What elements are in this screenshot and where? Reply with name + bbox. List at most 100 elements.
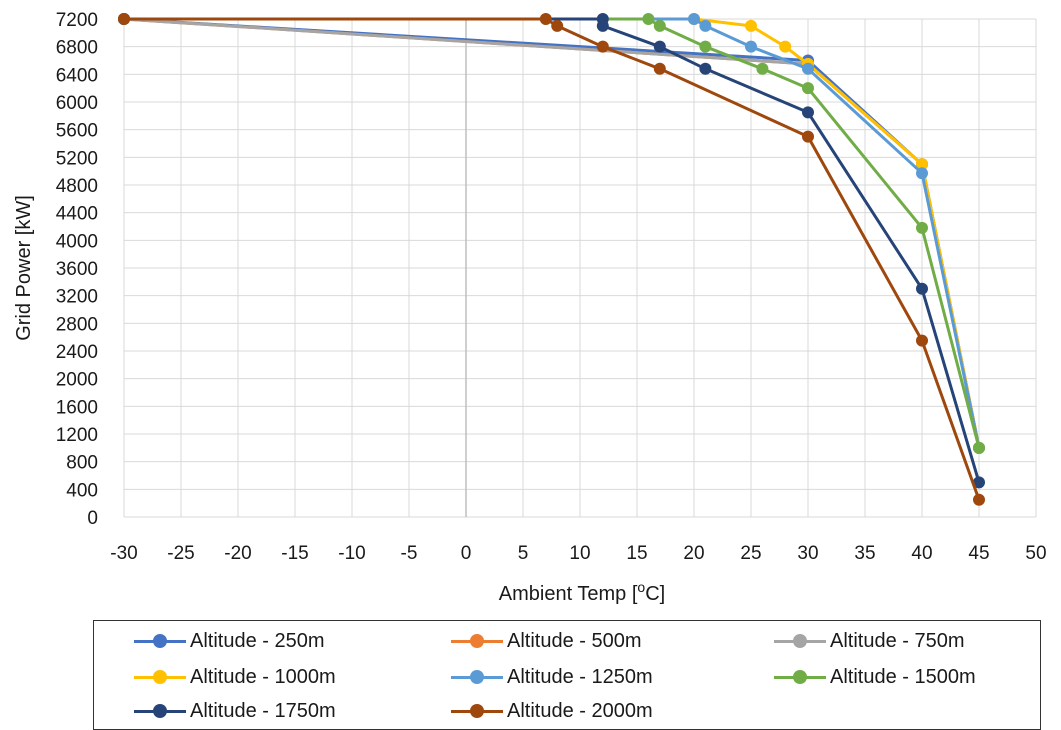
series-line xyxy=(123,17,981,449)
data-point xyxy=(745,19,757,32)
data-point xyxy=(916,221,928,234)
data-point xyxy=(596,19,609,32)
x-tick-label: -30 xyxy=(110,543,137,564)
x-tick-label: 5 xyxy=(518,543,529,564)
data-point xyxy=(688,13,700,25)
series-line xyxy=(124,17,981,449)
legend-label: Altitude - 1000m xyxy=(190,665,336,688)
y-tick-label: 2000 xyxy=(56,370,98,391)
legend-item: Altitude - 1000m xyxy=(134,661,336,693)
y-tick-label: 2400 xyxy=(56,342,98,363)
legend-swatch xyxy=(774,631,826,651)
legend-label: Altitude - 1500m xyxy=(830,665,976,688)
legend-swatch xyxy=(134,631,186,651)
series-2 xyxy=(118,13,985,454)
data-point xyxy=(596,40,609,53)
legend-label: Altitude - 750m xyxy=(830,629,965,652)
gridlines xyxy=(123,18,1037,518)
x-tick-label: -15 xyxy=(281,543,308,564)
data-point xyxy=(745,40,757,53)
data-point xyxy=(973,441,985,454)
data-point xyxy=(653,19,666,32)
data-point xyxy=(118,13,130,25)
y-tick-label: 3200 xyxy=(56,287,98,308)
legend-swatch xyxy=(134,667,186,687)
legend-swatch xyxy=(451,631,503,651)
x-tick-label: 50 xyxy=(1025,543,1046,564)
legend-label: Altitude - 500m xyxy=(507,629,642,652)
series-group xyxy=(118,13,985,506)
data-point xyxy=(653,40,666,53)
legend-label: Altitude - 1250m xyxy=(507,665,653,688)
series-8 xyxy=(118,13,985,506)
series-line xyxy=(124,17,981,501)
data-point xyxy=(802,106,814,119)
legend-swatch xyxy=(451,667,503,687)
y-tick-label: 800 xyxy=(66,453,98,474)
y-tick-label: 3600 xyxy=(56,259,98,280)
data-point xyxy=(642,13,655,25)
series-7 xyxy=(118,13,985,489)
x-axis-title: Ambient Temp [oC] xyxy=(499,579,665,605)
legend-swatch xyxy=(774,667,826,687)
data-point xyxy=(916,334,928,347)
y-tick-label: 6800 xyxy=(56,38,98,59)
x-tick-label: -25 xyxy=(167,543,194,564)
x-tick-label: 25 xyxy=(740,543,761,564)
data-point xyxy=(699,19,712,32)
y-tick-label: 1600 xyxy=(56,397,98,418)
data-point xyxy=(756,62,769,75)
x-tick-label: 20 xyxy=(683,543,704,564)
chart-plot: 0400800120016002000240028003200360040004… xyxy=(13,10,1047,605)
series-line xyxy=(124,17,981,449)
x-tick-label: 10 xyxy=(569,543,590,564)
y-tick-label: 7200 xyxy=(56,10,98,31)
y-tick-label: 4000 xyxy=(56,231,98,252)
data-point xyxy=(551,19,564,32)
series-3 xyxy=(118,13,985,454)
data-point xyxy=(699,62,712,75)
legend-item: Altitude - 1750m xyxy=(134,695,336,727)
x-tick-label: 45 xyxy=(968,543,989,564)
x-tick-label: -20 xyxy=(224,543,251,564)
series-line xyxy=(124,17,981,483)
y-tick-label: 5600 xyxy=(56,121,98,142)
y-tick-label: 400 xyxy=(66,480,98,501)
data-point xyxy=(802,62,814,75)
y-axis-title: Grid Power [kW] xyxy=(13,195,35,341)
x-tick-label: -10 xyxy=(338,543,365,564)
x-tick-label: -5 xyxy=(401,543,418,564)
tick-labels: 0400800120016002000240028003200360040004… xyxy=(56,10,1047,564)
x-tick-label: 15 xyxy=(626,543,647,564)
chart-legend: Altitude - 250m Altitude - 500m Altitude -… xyxy=(93,620,1041,730)
legend-item: Altitude - 1500m xyxy=(774,661,976,693)
y-tick-label: 4800 xyxy=(56,176,98,197)
y-tick-label: 4400 xyxy=(56,204,98,225)
legend-item: Altitude - 1250m xyxy=(451,661,653,693)
data-point xyxy=(916,167,928,180)
y-tick-label: 6400 xyxy=(56,65,98,86)
data-point xyxy=(916,158,928,171)
legend-item: Altitude - 500m xyxy=(451,625,642,657)
legend-swatch xyxy=(134,701,186,721)
legend-label: Altitude - 2000m xyxy=(507,699,653,722)
series-1 xyxy=(118,13,985,454)
x-tick-label: 35 xyxy=(854,543,875,564)
y-tick-label: 0 xyxy=(87,508,98,529)
legend-swatch xyxy=(451,701,503,721)
data-point xyxy=(973,476,985,489)
legend-item: Altitude - 750m xyxy=(774,625,965,657)
legend-label: Altitude - 1750m xyxy=(190,699,336,722)
x-tick-label: 0 xyxy=(461,543,472,564)
series-line xyxy=(123,17,981,449)
y-tick-label: 6000 xyxy=(56,93,98,114)
y-tick-label: 5200 xyxy=(56,148,98,169)
legend-item: Altitude - 2000m xyxy=(451,695,653,727)
x-tick-label: 30 xyxy=(797,543,818,564)
data-point xyxy=(653,62,666,75)
series-line xyxy=(124,17,981,449)
data-point xyxy=(539,13,552,25)
data-point xyxy=(973,493,985,506)
data-point xyxy=(802,130,814,143)
series-line xyxy=(123,17,981,449)
